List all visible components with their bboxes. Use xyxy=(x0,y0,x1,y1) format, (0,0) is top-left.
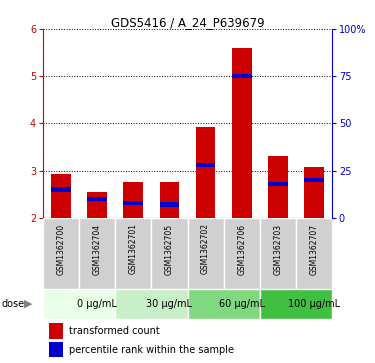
Bar xyxy=(260,289,332,319)
Bar xyxy=(268,156,288,218)
Text: percentile rank within the sample: percentile rank within the sample xyxy=(69,345,234,355)
Text: GSM1362707: GSM1362707 xyxy=(309,224,318,274)
Text: GSM1362705: GSM1362705 xyxy=(165,224,174,274)
Bar xyxy=(43,289,116,319)
Bar xyxy=(232,48,252,218)
Bar xyxy=(159,182,179,218)
Text: 100 μg/mL: 100 μg/mL xyxy=(288,299,340,309)
Bar xyxy=(79,218,116,289)
Bar xyxy=(51,174,71,218)
Bar xyxy=(123,201,143,205)
Bar xyxy=(304,167,324,218)
Bar xyxy=(188,218,224,289)
Bar xyxy=(43,218,79,289)
Bar xyxy=(49,342,63,357)
Text: GSM1362706: GSM1362706 xyxy=(237,224,246,274)
Bar xyxy=(232,74,252,78)
Bar xyxy=(87,197,107,201)
Bar xyxy=(196,163,216,167)
Text: GSM1362702: GSM1362702 xyxy=(201,224,210,274)
Bar xyxy=(224,218,260,289)
Text: GSM1362703: GSM1362703 xyxy=(273,224,282,274)
Bar xyxy=(268,182,288,186)
Text: 0 μg/mL: 0 μg/mL xyxy=(77,299,117,309)
Bar xyxy=(159,203,179,207)
Bar xyxy=(116,289,188,319)
Bar xyxy=(196,127,216,218)
Text: GDS5416 / A_24_P639679: GDS5416 / A_24_P639679 xyxy=(111,16,264,29)
Bar xyxy=(116,218,152,289)
Text: GSM1362700: GSM1362700 xyxy=(57,224,66,274)
Bar xyxy=(304,178,324,182)
Bar xyxy=(188,289,260,319)
Bar xyxy=(152,218,188,289)
Text: GSM1362701: GSM1362701 xyxy=(129,224,138,274)
Text: dose: dose xyxy=(2,299,25,309)
Text: transformed count: transformed count xyxy=(69,326,160,336)
Bar xyxy=(49,323,63,339)
Bar xyxy=(87,192,107,218)
Text: GSM1362704: GSM1362704 xyxy=(93,224,102,274)
Text: ▶: ▶ xyxy=(24,299,32,309)
Bar xyxy=(123,182,143,218)
Text: 60 μg/mL: 60 μg/mL xyxy=(219,299,265,309)
Bar xyxy=(51,187,71,192)
Bar xyxy=(296,218,332,289)
Text: 30 μg/mL: 30 μg/mL xyxy=(147,299,192,309)
Bar xyxy=(260,218,296,289)
